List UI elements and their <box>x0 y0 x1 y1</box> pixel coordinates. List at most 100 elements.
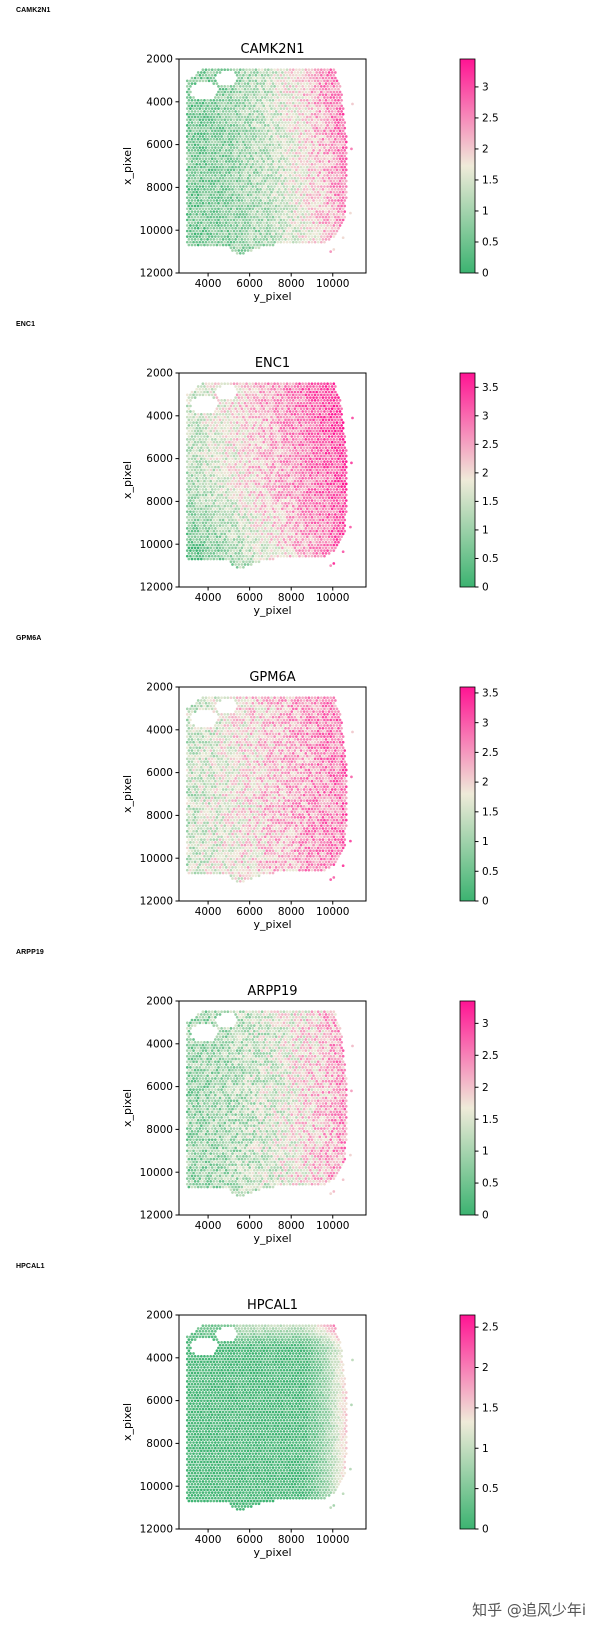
spot <box>195 218 199 222</box>
spot <box>240 226 244 230</box>
spot <box>319 107 323 110</box>
spot <box>291 454 295 458</box>
spot <box>287 407 290 411</box>
spot <box>296 451 300 455</box>
spot <box>321 457 325 461</box>
spot <box>256 76 259 80</box>
spot <box>330 412 334 416</box>
spot <box>204 421 208 424</box>
spot <box>199 110 203 113</box>
spot <box>332 157 336 161</box>
spot <box>262 407 266 411</box>
spot <box>185 207 189 211</box>
spot <box>326 387 329 391</box>
spot <box>252 243 256 247</box>
spot <box>316 107 320 110</box>
spot <box>232 179 236 183</box>
spot <box>291 482 295 486</box>
spot <box>195 157 199 161</box>
spot <box>319 471 323 475</box>
spot <box>249 182 253 186</box>
spot <box>265 401 269 405</box>
spot <box>341 207 345 211</box>
spot <box>276 123 280 127</box>
spot <box>313 399 317 402</box>
spot <box>254 168 258 172</box>
spot <box>209 440 213 444</box>
spot <box>234 446 237 450</box>
spot <box>291 218 295 222</box>
spot <box>293 149 297 152</box>
spot <box>290 121 294 124</box>
spot <box>293 457 297 461</box>
spot <box>323 185 326 188</box>
spot <box>248 207 251 211</box>
spot <box>291 404 295 408</box>
spot <box>185 415 189 419</box>
spot <box>266 410 270 413</box>
spot <box>288 426 292 430</box>
spot <box>329 146 333 149</box>
spot <box>321 182 325 186</box>
spot <box>285 382 289 386</box>
spot <box>224 199 228 202</box>
spot <box>310 118 314 122</box>
spot <box>284 154 287 158</box>
spot <box>263 437 267 441</box>
spot <box>307 393 311 397</box>
spot <box>288 101 292 105</box>
spot <box>240 149 244 152</box>
spot <box>259 98 262 102</box>
spot <box>287 187 290 191</box>
spot <box>218 457 222 461</box>
spot <box>201 471 205 475</box>
spot <box>274 154 278 158</box>
spot <box>206 160 209 163</box>
spot <box>338 90 342 94</box>
spot <box>335 213 339 216</box>
spot <box>234 385 237 388</box>
spot <box>266 162 270 166</box>
spot <box>329 426 333 430</box>
spot <box>243 479 247 483</box>
spot <box>341 151 345 155</box>
spot <box>323 415 326 419</box>
spot <box>332 196 336 200</box>
spot <box>330 463 334 466</box>
spot <box>285 146 289 149</box>
spot <box>340 199 343 202</box>
spot <box>344 140 348 144</box>
spot <box>293 104 297 108</box>
spot <box>326 101 329 105</box>
spot <box>243 396 247 399</box>
spot <box>212 215 216 219</box>
spot <box>212 204 216 208</box>
spot <box>323 73 326 77</box>
spot <box>319 112 323 116</box>
spot <box>287 232 290 236</box>
spot <box>218 176 222 180</box>
spot <box>214 465 217 469</box>
spot <box>304 73 308 77</box>
spot <box>254 162 258 166</box>
spot <box>299 132 303 136</box>
spot <box>340 424 343 427</box>
spot <box>224 451 228 455</box>
spot <box>282 79 286 83</box>
spot <box>271 390 275 394</box>
spot <box>291 185 295 188</box>
spot <box>305 468 309 472</box>
spot <box>266 432 270 436</box>
spot <box>274 440 278 444</box>
spot <box>287 429 290 433</box>
spot <box>215 429 219 433</box>
spot <box>226 135 230 138</box>
spot <box>340 165 343 169</box>
spot <box>256 199 259 202</box>
spot <box>204 229 208 233</box>
spot <box>260 465 264 469</box>
spot <box>232 229 236 233</box>
spot <box>237 424 241 427</box>
spot <box>326 73 329 77</box>
